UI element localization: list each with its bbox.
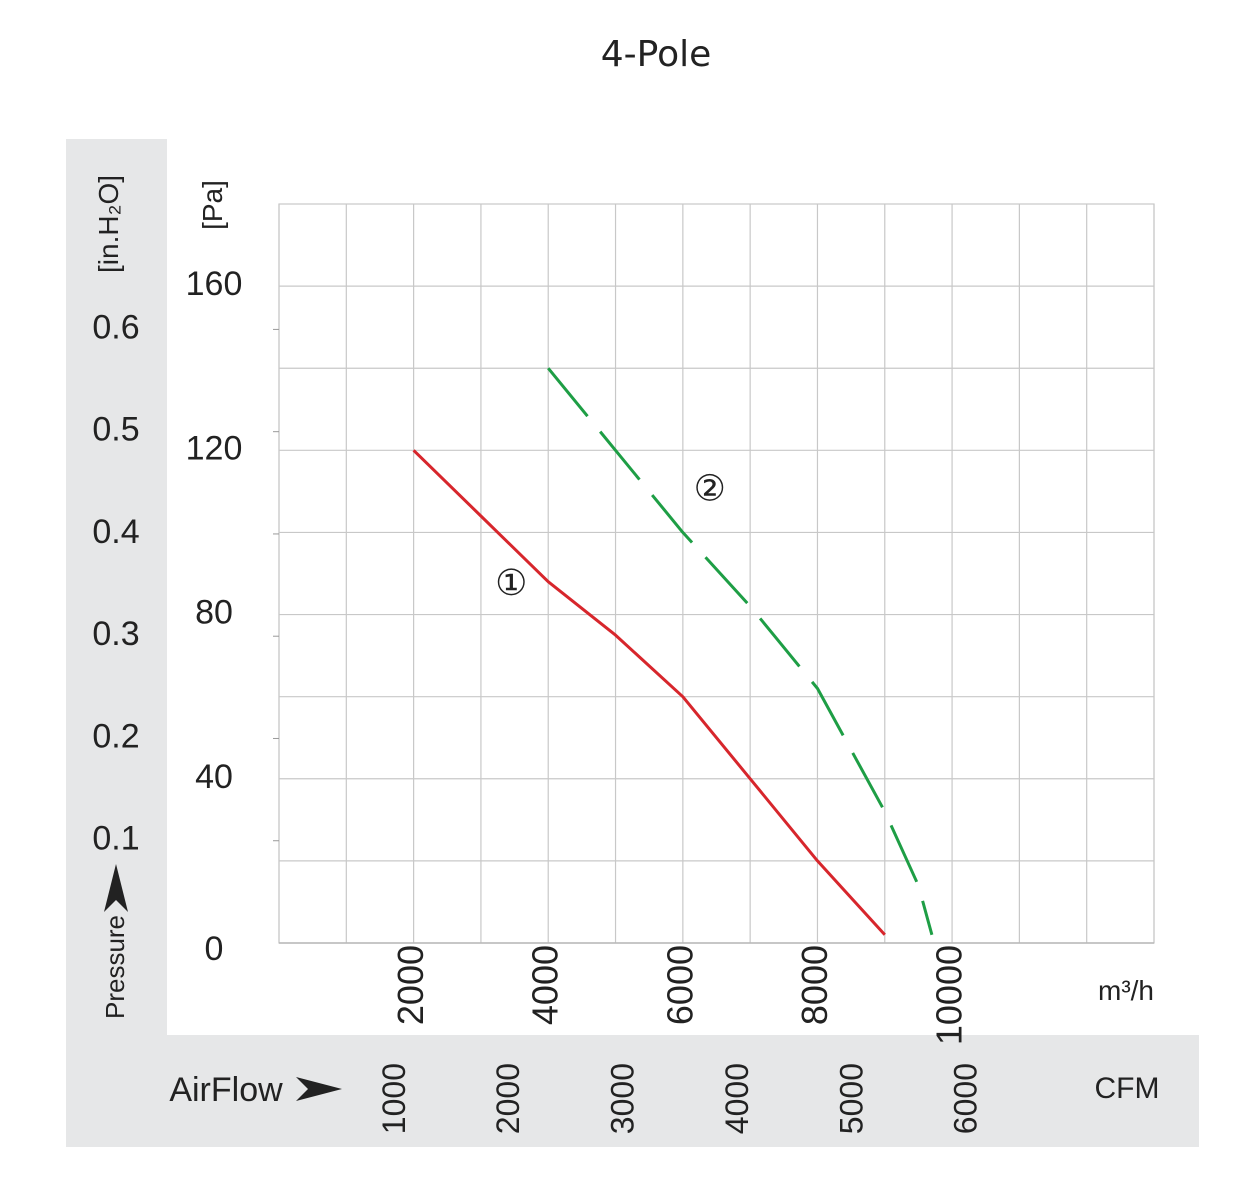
chart-title: 4-Pole: [601, 34, 712, 75]
xtick-label-cfm: 2000: [490, 1063, 526, 1134]
xtick-label-cfm: 3000: [605, 1063, 641, 1134]
xtick-label-cfm: 6000: [948, 1063, 984, 1134]
series-lines: [412, 367, 934, 936]
left-axis-band: [66, 139, 167, 1147]
series-line-1: [412, 449, 886, 936]
x-ticks-cfm: 1000 2000 3000 4000 5000 6000: [376, 1063, 984, 1134]
y-unit-pa: [Pa]: [197, 180, 228, 230]
y-axis-label: Pressure: [100, 915, 130, 1019]
x-unit-cfm: CFM: [1095, 1072, 1160, 1105]
series-line-2: [547, 367, 934, 936]
ytick-label-inh2o: 0.1: [92, 820, 139, 858]
ytick-label-inh2o: 0.4: [92, 513, 139, 551]
xtick-label-m3h: 4000: [525, 945, 566, 1025]
series-labels: ①②: [495, 468, 726, 603]
ytick-label-pa: 40: [195, 758, 233, 796]
ytick-label-inh2o: 0.6: [92, 308, 139, 346]
y-ticks-inh2o: 0.1 0.2 0.3 0.4 0.5 0.6: [92, 308, 139, 857]
ytick-label-inh2o: 0.3: [92, 615, 139, 653]
y-axis-arrow-icon: [104, 864, 128, 912]
ytick-label-inh2o: 0.5: [92, 411, 139, 449]
x-ticks-m3h: 2000 4000 6000 8000 10000: [390, 945, 970, 1045]
y-ticks-pa: 0 40 80 120 160: [186, 265, 243, 968]
x-unit-m3h: m³/h: [1098, 975, 1154, 1006]
grid: [273, 203, 1155, 944]
y-unit-inh2o: [in.H₂O]: [93, 175, 124, 273]
xtick-label-m3h: 10000: [929, 945, 970, 1045]
xtick-label-cfm: 1000: [376, 1063, 412, 1134]
ytick-label-pa: 160: [186, 265, 243, 303]
ytick-label-pa: 80: [195, 594, 233, 632]
xtick-label-cfm: 5000: [833, 1063, 869, 1134]
ytick-label-pa: 120: [186, 429, 243, 467]
xtick-label-cfm: 4000: [719, 1063, 755, 1134]
xtick-label-m3h: 2000: [390, 945, 431, 1025]
ytick-label-pa: 0: [205, 930, 224, 968]
x-axis-arrow-icon: [296, 1077, 342, 1101]
series-label-2: ②: [694, 468, 726, 509]
bottom-axis-band: [66, 1035, 1199, 1147]
xtick-label-m3h: 6000: [659, 945, 700, 1025]
x-axis-label: AirFlow: [169, 1071, 283, 1109]
plot-border: [278, 203, 1155, 944]
ytick-label-inh2o: 0.2: [92, 717, 139, 755]
series-label-1: ①: [495, 563, 527, 604]
xtick-label-m3h: 8000: [794, 945, 835, 1025]
